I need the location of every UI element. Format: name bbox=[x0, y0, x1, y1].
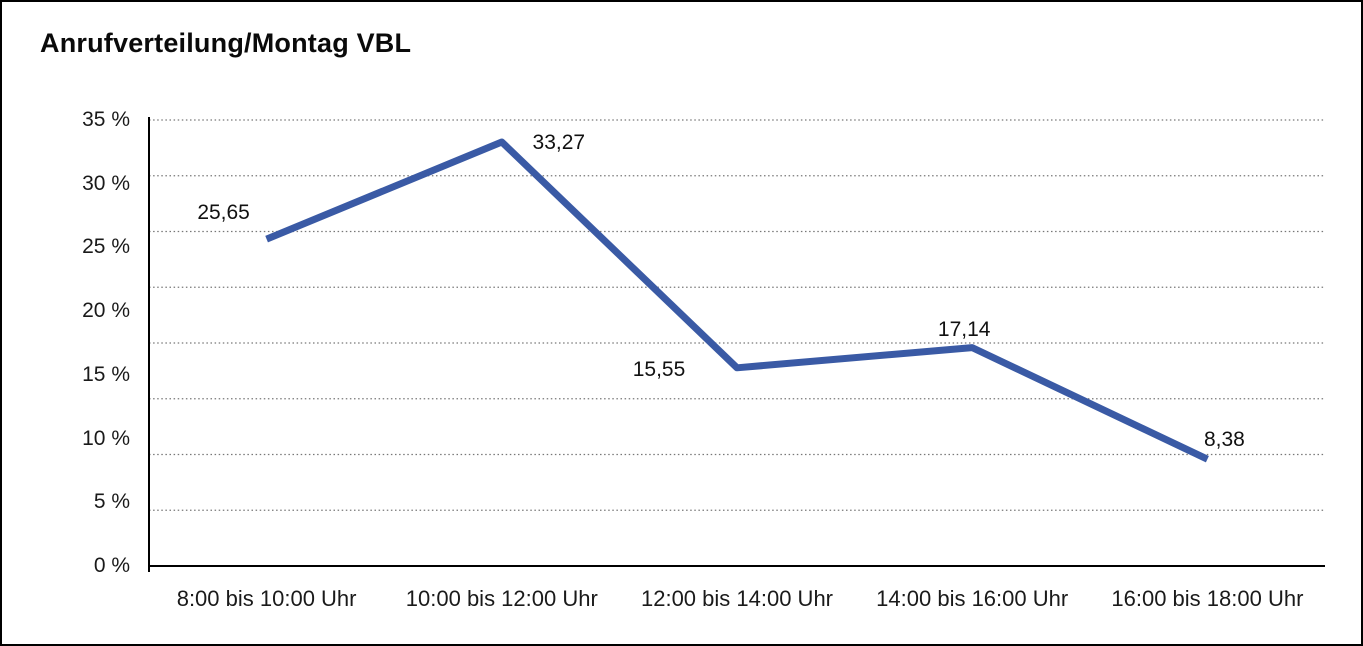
x-axis-category-label: 12:00 bis 14:00 Uhr bbox=[640, 586, 834, 611]
x-axis-category-label: 14:00 bis 16:00 Uhr bbox=[876, 586, 1069, 611]
y-axis-tick-label: 35 % bbox=[82, 108, 130, 131]
y-axis-tick-label: 25 % bbox=[82, 235, 130, 259]
y-axis-tick-label: 0 % bbox=[93, 554, 130, 577]
x-axis-category-label: 16:00 bis 18:00 Uhr bbox=[1111, 586, 1304, 611]
series-line bbox=[265, 138, 1209, 463]
y-axis-tick-label: 30 % bbox=[82, 171, 130, 195]
y-axis-tick-label: 10 % bbox=[82, 426, 130, 450]
data-point-label: 25,65 bbox=[197, 201, 250, 225]
data-point-label: 15,55 bbox=[632, 357, 686, 381]
data-point-label: 8,38 bbox=[1203, 428, 1245, 452]
x-axis-category-label: 8:00 bis 10:00 Uhr bbox=[176, 586, 357, 611]
chart-title: Anrufverteilung/Montag VBL bbox=[40, 28, 412, 58]
y-axis-tick-label: 5 % bbox=[93, 490, 130, 514]
y-axis-tick-label: 20 % bbox=[82, 299, 130, 323]
y-axis-tick-label: 15 % bbox=[82, 362, 130, 386]
data-point-label: 17,14 bbox=[937, 317, 991, 341]
x-axis-category-label: 10:00 bis 12:00 Uhr bbox=[405, 586, 598, 611]
data-point-label: 33,27 bbox=[532, 131, 586, 155]
